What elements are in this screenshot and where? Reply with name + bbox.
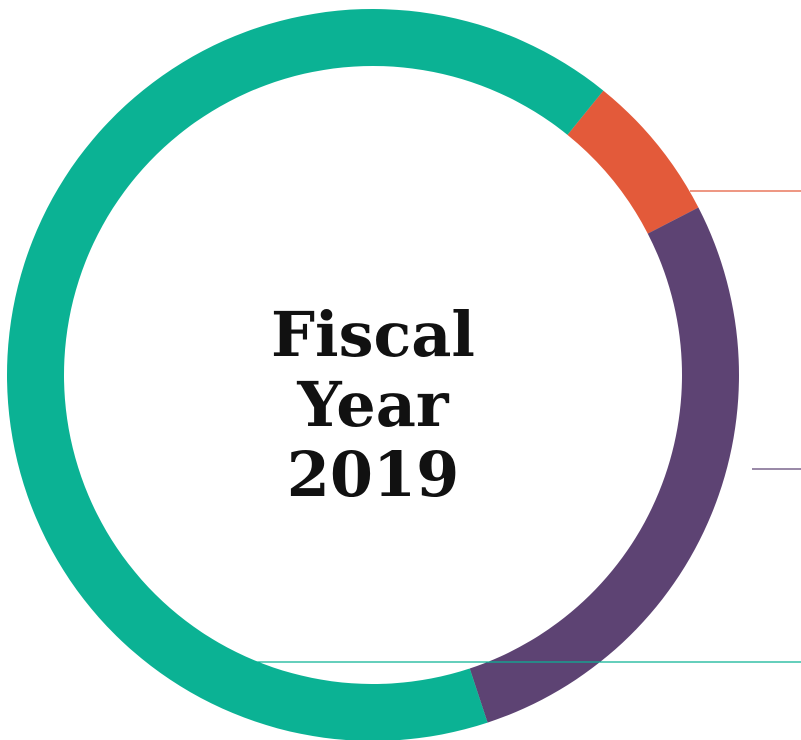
donut-slice-2 (469, 207, 740, 723)
center-label-line-1: Fiscal (271, 298, 475, 371)
center-label: Fiscal Year 2019 (223, 300, 523, 510)
leader-lines (255, 190, 801, 663)
donut-slices (7, 9, 740, 740)
center-label-line-3: 2019 (286, 438, 460, 511)
center-label-line-2: Year (297, 368, 449, 441)
donut-slice-1 (567, 90, 699, 234)
donut-slice-3 (7, 9, 604, 740)
